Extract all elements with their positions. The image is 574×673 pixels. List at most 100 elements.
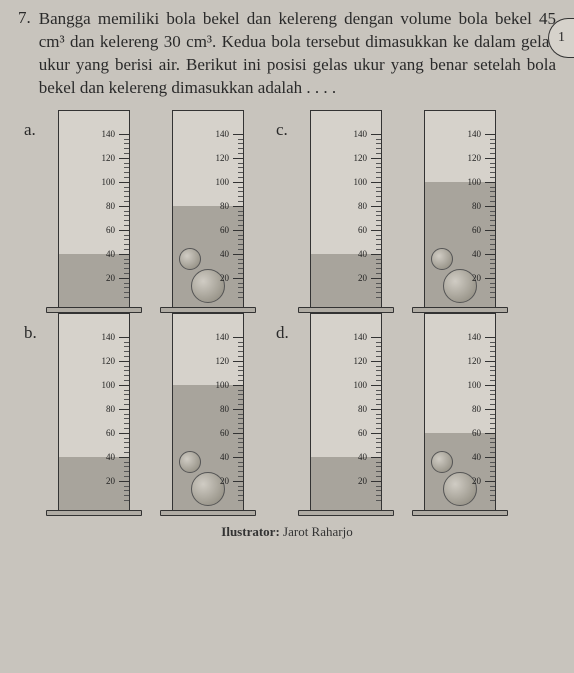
question-text: Bangga memiliki bola bekel dan kelereng … bbox=[39, 8, 556, 100]
cylinder-rim bbox=[424, 313, 496, 323]
tick-minor bbox=[238, 366, 243, 367]
tick-major bbox=[485, 278, 495, 279]
tick-minor bbox=[124, 351, 129, 352]
tick-minor bbox=[238, 486, 243, 487]
option-label-d: d. bbox=[270, 313, 294, 516]
tick-minor bbox=[238, 375, 243, 376]
tick-minor bbox=[238, 201, 243, 202]
tick-label: 120 bbox=[354, 153, 368, 163]
tick-minor bbox=[238, 466, 243, 467]
tick-minor bbox=[124, 394, 129, 395]
kelereng-ball bbox=[431, 451, 453, 473]
tick-minor bbox=[376, 366, 381, 367]
tick-label: 100 bbox=[354, 380, 368, 390]
tick-minor bbox=[124, 342, 129, 343]
tick-minor bbox=[490, 351, 495, 352]
tick-label: 140 bbox=[468, 332, 482, 342]
tick-major bbox=[233, 409, 243, 410]
tick-minor bbox=[124, 273, 129, 274]
tick-minor bbox=[376, 263, 381, 264]
tick-minor bbox=[124, 239, 129, 240]
tick-minor bbox=[238, 500, 243, 501]
measuring-cylinder: 14012010080604020mL bbox=[172, 313, 244, 511]
page-content: 7. Bangga memiliki bola bekel dan kelere… bbox=[0, 0, 574, 540]
cylinder-rim bbox=[424, 110, 496, 120]
tick-label: 60 bbox=[358, 428, 367, 438]
tick-minor bbox=[376, 351, 381, 352]
tick-minor bbox=[376, 495, 381, 496]
tick-major bbox=[233, 337, 243, 338]
tick-major bbox=[233, 385, 243, 386]
tick-minor bbox=[238, 346, 243, 347]
cylinder-rim bbox=[310, 110, 382, 120]
tick-minor bbox=[238, 153, 243, 154]
tick-minor bbox=[124, 283, 129, 284]
tick-minor bbox=[376, 370, 381, 371]
tick-minor bbox=[238, 414, 243, 415]
tick-minor bbox=[376, 143, 381, 144]
tick-minor bbox=[124, 399, 129, 400]
tick-minor bbox=[124, 490, 129, 491]
tick-minor bbox=[490, 486, 495, 487]
tick-minor bbox=[376, 438, 381, 439]
tick-label: 140 bbox=[216, 332, 230, 342]
tick-minor bbox=[376, 235, 381, 236]
tick-major bbox=[485, 158, 495, 159]
tick-minor bbox=[124, 153, 129, 154]
tick-label: 40 bbox=[220, 249, 229, 259]
edge-marker-text: 1 bbox=[558, 30, 565, 46]
tick-minor bbox=[490, 220, 495, 221]
tick-minor bbox=[238, 196, 243, 197]
tick-minor bbox=[238, 287, 243, 288]
tick-minor bbox=[376, 201, 381, 202]
tick-minor bbox=[124, 346, 129, 347]
tick-major bbox=[119, 385, 129, 386]
kelereng-ball bbox=[431, 248, 453, 270]
tick-minor bbox=[238, 215, 243, 216]
tick-major bbox=[485, 481, 495, 482]
measuring-cylinder: 14012010080604020mL bbox=[310, 110, 382, 308]
tick-minor bbox=[124, 167, 129, 168]
tick-minor bbox=[238, 351, 243, 352]
tick-minor bbox=[124, 235, 129, 236]
cylinder-rim bbox=[58, 313, 130, 323]
tick-major bbox=[371, 206, 381, 207]
tick-minor bbox=[124, 148, 129, 149]
tick-minor bbox=[376, 191, 381, 192]
tick-major bbox=[485, 206, 495, 207]
illustrator-credit: Ilustrator: Jarot Raharjo bbox=[18, 524, 556, 540]
tick-minor bbox=[124, 404, 129, 405]
tick-minor bbox=[376, 244, 381, 245]
tick-minor bbox=[490, 342, 495, 343]
tick-minor bbox=[238, 380, 243, 381]
tick-minor bbox=[376, 287, 381, 288]
tick-major bbox=[233, 457, 243, 458]
tick-label: 60 bbox=[106, 428, 115, 438]
tick-label: 20 bbox=[472, 476, 481, 486]
tick-label: 100 bbox=[468, 380, 482, 390]
tick-minor bbox=[124, 177, 129, 178]
tick-minor bbox=[376, 220, 381, 221]
tick-major bbox=[371, 385, 381, 386]
measuring-cylinder: 14012010080604020mL bbox=[424, 110, 496, 308]
option-label-b: b. bbox=[18, 313, 42, 516]
tick-minor bbox=[124, 428, 129, 429]
tick-minor bbox=[490, 273, 495, 274]
tick-minor bbox=[238, 370, 243, 371]
tick-major bbox=[233, 481, 243, 482]
tick-label: 80 bbox=[106, 404, 115, 414]
tick-major bbox=[371, 278, 381, 279]
options-row-1: a. 14012010080604020mL 14012010080604020… bbox=[18, 110, 556, 313]
tick-label: 20 bbox=[106, 273, 115, 283]
tick-label: 120 bbox=[354, 356, 368, 366]
tick-minor bbox=[490, 356, 495, 357]
tick-minor bbox=[124, 438, 129, 439]
tick-minor bbox=[124, 225, 129, 226]
tick-minor bbox=[490, 167, 495, 168]
tick-minor bbox=[376, 476, 381, 477]
option-d-cylinders: 14012010080604020mL 14012010080604020mL bbox=[298, 313, 508, 516]
tick-label: 20 bbox=[358, 273, 367, 283]
tick-minor bbox=[124, 375, 129, 376]
tick-minor bbox=[124, 356, 129, 357]
tick-minor bbox=[124, 201, 129, 202]
